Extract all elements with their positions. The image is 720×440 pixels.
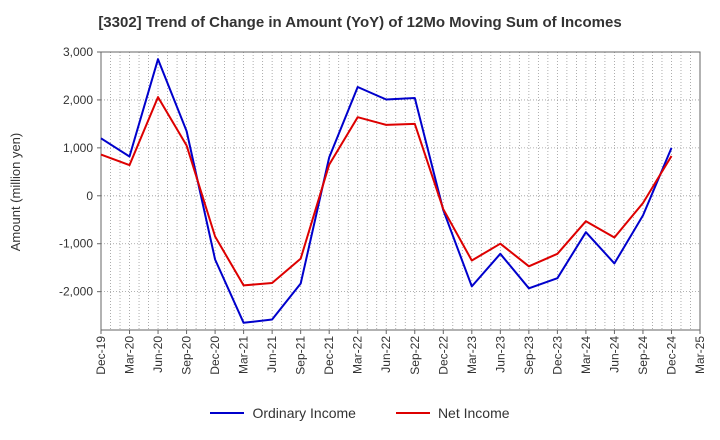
x-tick-label: Sep-21 [294,336,308,375]
x-tick-label: Dec-21 [322,336,336,375]
y-tick-label: 0 [86,189,93,203]
y-tick-labels: 3,000 2,000 1,000 0 -1,000 -2,000 [59,45,101,299]
x-tick-label: Jun-24 [607,336,621,373]
y-tick-label: -2,000 [59,285,93,299]
legend-label-net-income: Net Income [437,405,510,421]
x-tick-label: Mar-20 [123,336,137,374]
legend-item-net-income: Net Income [395,405,510,421]
x-tick-label: Jun-23 [493,336,507,373]
x-tick-label: Mar-23 [465,336,479,374]
x-tick-label: Jun-20 [151,336,165,373]
x-tick-label: Sep-23 [522,336,536,375]
line-chart: 3,000 2,000 1,000 0 -1,000 -2,000 Dec-19 Mar-2… [8,45,707,375]
x-tick-label: Jun-21 [265,336,279,373]
x-tick-label: Dec-19 [94,336,108,375]
x-tick-label: Mar-24 [579,336,593,374]
x-tick-label: Dec-23 [550,336,564,375]
legend-swatch-ordinary-income [210,412,245,414]
plot-frame [100,51,701,331]
x-tick-label: Sep-22 [408,336,422,375]
x-tick-label: Mar-25 [693,336,707,374]
x-tick-label: Mar-21 [237,336,251,374]
x-tick-label: Dec-20 [208,336,222,375]
legend: Ordinary Income Net Income [0,405,720,421]
x-tick-label: Sep-20 [180,336,194,375]
legend-label-ordinary-income: Ordinary Income [252,405,356,421]
x-tick-label: Dec-22 [436,336,450,375]
x-tick-label: Dec-24 [664,336,678,375]
y-tick-label: 1,000 [63,141,93,155]
axes [100,51,701,331]
chart-title: [3302] Trend of Change in Amount (YoY) o… [98,14,622,31]
legend-swatch-net-income [395,412,430,414]
series-lines [100,58,673,324]
x-tick-label: Sep-24 [636,336,650,375]
x-tick-label: Mar-22 [351,336,365,374]
x-tick-label: Jun-22 [379,336,393,373]
grid [100,51,701,330]
y-tick-label: 3,000 [63,45,93,59]
y-tick-label: -1,000 [59,237,93,251]
y-tick-label: 2,000 [63,93,93,107]
y-axis-label: Amount (million yen) [8,133,23,252]
x-tick-labels: Dec-19 Mar-20 Jun-20 Sep-20 Dec-20 Mar-21 Jun-… [94,330,707,375]
legend-item-ordinary-income: Ordinary Income [210,405,356,421]
series-line-net-income [100,96,673,287]
